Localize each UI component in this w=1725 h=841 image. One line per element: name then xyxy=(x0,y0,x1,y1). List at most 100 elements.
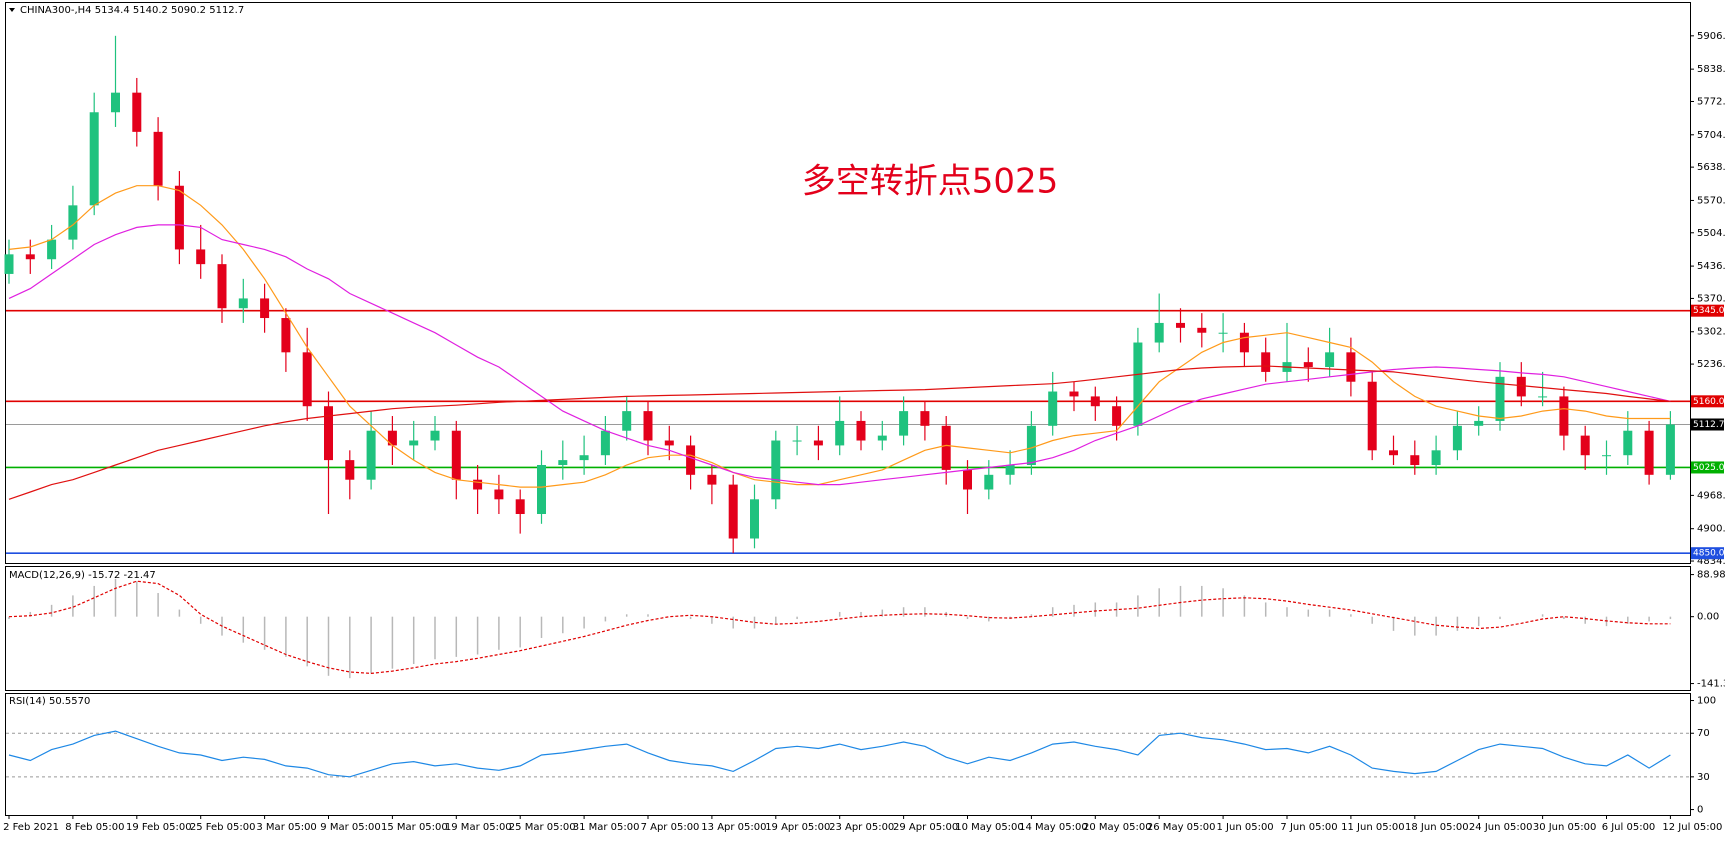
candle-body xyxy=(1538,396,1548,398)
candle-body xyxy=(1197,327,1207,333)
candle-body xyxy=(451,430,461,480)
chart-title: CHINA300-,H4 5134.4 5140.2 5090.2 5112.7 xyxy=(20,5,244,16)
candle-body xyxy=(302,352,312,407)
macd-signal xyxy=(8,580,1671,675)
x-tick-label: 12 Jul 05:00 xyxy=(1662,822,1722,833)
macd-panel-frame xyxy=(5,566,1691,691)
candle-body xyxy=(174,185,184,250)
candle-body xyxy=(1239,332,1249,353)
candle-body xyxy=(600,430,610,456)
x-tick-label: 7 Apr 05:00 xyxy=(641,822,700,833)
y-tick-label: 100 xyxy=(1697,696,1716,707)
candle-body xyxy=(473,479,483,490)
x-tick-label: 19 Apr 05:00 xyxy=(765,822,830,833)
candle-body xyxy=(281,318,291,353)
x-tick-label: 29 Apr 05:00 xyxy=(893,822,958,833)
x-tick-label: 7 Jun 05:00 xyxy=(1280,822,1337,833)
candle-body xyxy=(132,92,142,132)
candle-body xyxy=(920,411,930,426)
y-tick-label: 70 xyxy=(1697,728,1710,739)
x-tick-label: 14 May 05:00 xyxy=(1019,822,1088,833)
candle-body xyxy=(47,239,57,260)
level-label: 5345.0 xyxy=(1693,306,1725,316)
level-label: 5025.0 xyxy=(1693,463,1725,473)
candle-body xyxy=(430,430,440,441)
candle-body xyxy=(856,420,866,441)
candle-body xyxy=(835,420,845,446)
candle-body xyxy=(963,469,972,490)
candle-body xyxy=(324,406,333,461)
candle-body xyxy=(25,254,35,260)
candle-body xyxy=(664,440,674,446)
y-tick-label: 4900.0 xyxy=(1697,524,1725,535)
y-tick-label: 5302.0 xyxy=(1697,327,1725,338)
candle-body xyxy=(1048,391,1058,426)
y-tick-label: 5906.0 xyxy=(1697,31,1725,42)
candle-body xyxy=(111,92,120,113)
candle-body xyxy=(1367,381,1377,451)
y-tick-label: 5236.0 xyxy=(1697,359,1725,370)
moving-average xyxy=(8,365,1671,500)
y-tick-label: 5704.0 xyxy=(1697,130,1725,141)
candle-body xyxy=(68,205,78,240)
candle-body xyxy=(1069,391,1079,397)
level-label-box xyxy=(1691,304,1724,317)
candle-body xyxy=(1090,396,1100,407)
x-tick-label: 18 Jun 05:00 xyxy=(1405,822,1469,833)
y-tick-label: 5436.0 xyxy=(1697,261,1725,272)
x-tick-label: 25 Feb 05:00 xyxy=(190,822,256,833)
candle-body xyxy=(728,484,738,539)
candle-body xyxy=(1580,435,1590,456)
candle-body xyxy=(1026,425,1036,466)
x-tick-label: 30 Jun 05:00 xyxy=(1533,822,1597,833)
x-tick-label: 31 Mar 05:00 xyxy=(573,822,640,833)
level-label: 5112.7 xyxy=(1693,420,1725,430)
candle-body xyxy=(579,455,589,461)
x-tick-label: 25 Mar 05:00 xyxy=(509,822,576,833)
x-tick-label: 1 Jun 05:00 xyxy=(1217,822,1274,833)
candle-body xyxy=(1389,450,1398,456)
level-label-box xyxy=(1691,395,1724,408)
candle-body xyxy=(387,430,397,446)
candle-body xyxy=(1346,352,1356,382)
candle-body xyxy=(1303,362,1313,368)
candle-body xyxy=(1154,322,1164,343)
y-tick-label: 0 xyxy=(1697,805,1703,816)
candle-body xyxy=(1623,430,1633,456)
level-label-box xyxy=(1691,547,1724,560)
candle-body xyxy=(984,474,994,490)
candle-body xyxy=(4,254,14,274)
candle-body xyxy=(707,474,717,485)
candle-body xyxy=(1495,376,1505,421)
y-tick-label: 88.98 xyxy=(1697,570,1725,581)
candle-body xyxy=(1474,420,1484,426)
y-tick-label: 0.00 xyxy=(1697,612,1719,623)
candle-body xyxy=(1261,352,1271,372)
x-tick-label: 26 May 05:00 xyxy=(1147,822,1216,833)
candle-body xyxy=(515,499,525,515)
x-tick-label: 19 Mar 05:00 xyxy=(445,822,512,833)
macd-title: MACD(12,26,9) -15.72 -21.47 xyxy=(9,570,156,581)
x-tick-label: 11 Jun 05:00 xyxy=(1341,822,1405,833)
candle-body xyxy=(89,112,99,206)
candle-body xyxy=(1005,465,1015,475)
moving-average xyxy=(8,224,1671,486)
candle-body xyxy=(153,131,163,186)
candle-body xyxy=(1431,450,1441,466)
x-tick-label: 6 Jul 05:00 xyxy=(1602,822,1656,833)
y-tick-label: 5504.0 xyxy=(1697,228,1725,239)
y-tick-label: -141.39 xyxy=(1697,679,1725,690)
y-tick-label: 5570.0 xyxy=(1697,195,1725,206)
candle-body xyxy=(771,440,781,500)
y-tick-label: 5370.0 xyxy=(1697,293,1725,304)
candle-body xyxy=(1644,430,1654,475)
candle-body xyxy=(1112,406,1122,426)
x-tick-label: 15 Mar 05:00 xyxy=(381,822,448,833)
menu-triangle xyxy=(9,8,15,12)
y-tick-label: 5638.0 xyxy=(1697,162,1725,173)
x-tick-label: 8 Feb 05:00 xyxy=(65,822,124,833)
x-tick-label: 24 Jun 05:00 xyxy=(1469,822,1533,833)
rsi-title: RSI(14) 50.5570 xyxy=(9,696,90,707)
